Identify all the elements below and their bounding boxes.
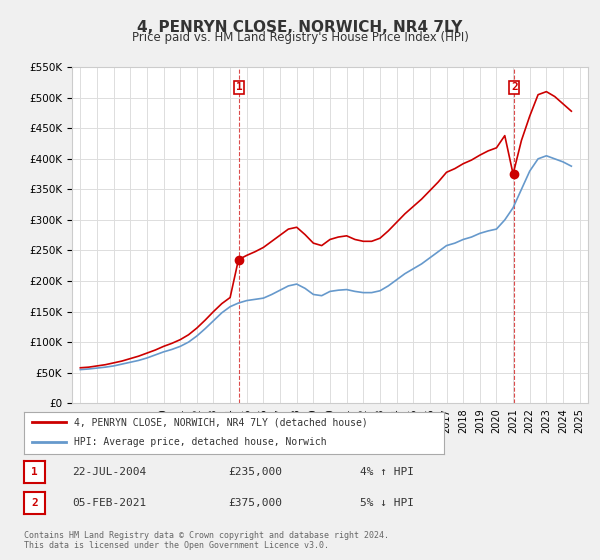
Text: 1: 1 (31, 467, 38, 477)
Text: 22-JUL-2004: 22-JUL-2004 (72, 467, 146, 477)
Text: 4, PENRYN CLOSE, NORWICH, NR4 7LY: 4, PENRYN CLOSE, NORWICH, NR4 7LY (137, 20, 463, 35)
Text: 2: 2 (511, 82, 518, 92)
Text: 4% ↑ HPI: 4% ↑ HPI (360, 467, 414, 477)
Text: Price paid vs. HM Land Registry's House Price Index (HPI): Price paid vs. HM Land Registry's House … (131, 31, 469, 44)
Text: 5% ↓ HPI: 5% ↓ HPI (360, 498, 414, 508)
Text: 1: 1 (236, 82, 242, 92)
Text: 05-FEB-2021: 05-FEB-2021 (72, 498, 146, 508)
Text: Contains HM Land Registry data © Crown copyright and database right 2024.
This d: Contains HM Land Registry data © Crown c… (24, 530, 389, 550)
Text: 4, PENRYN CLOSE, NORWICH, NR4 7LY (detached house): 4, PENRYN CLOSE, NORWICH, NR4 7LY (detac… (74, 417, 368, 427)
Text: 2: 2 (31, 498, 38, 508)
Text: £375,000: £375,000 (228, 498, 282, 508)
Text: HPI: Average price, detached house, Norwich: HPI: Average price, detached house, Norw… (74, 437, 327, 447)
Text: £235,000: £235,000 (228, 467, 282, 477)
